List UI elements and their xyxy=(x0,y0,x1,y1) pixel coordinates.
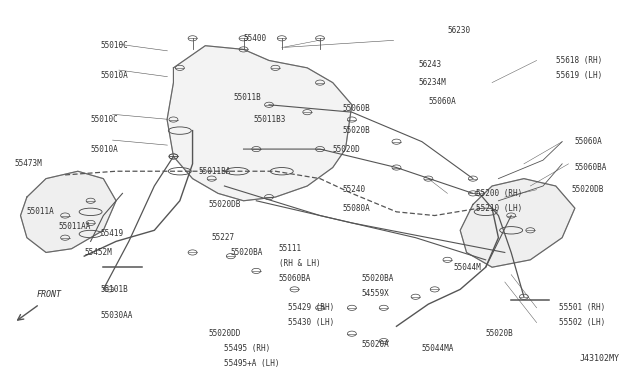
Text: 55429 (RH): 55429 (RH) xyxy=(288,303,334,312)
Text: 55227: 55227 xyxy=(212,233,235,242)
Text: 55011B3: 55011B3 xyxy=(253,115,285,124)
Text: 55020B: 55020B xyxy=(486,329,513,338)
Text: 55495+A (LH): 55495+A (LH) xyxy=(225,359,280,368)
Text: 55030AA: 55030AA xyxy=(100,311,132,320)
Text: 56234M: 56234M xyxy=(419,78,447,87)
Text: 55020BA: 55020BA xyxy=(231,248,263,257)
Text: 55020BA: 55020BA xyxy=(362,274,394,283)
Text: 55020B: 55020B xyxy=(342,126,370,135)
Text: 55619 (LH): 55619 (LH) xyxy=(556,71,602,80)
Text: 55010C: 55010C xyxy=(91,115,118,124)
Polygon shape xyxy=(167,46,352,201)
Text: 55419: 55419 xyxy=(100,230,124,238)
Text: 54559X: 54559X xyxy=(362,289,389,298)
Text: 55473M: 55473M xyxy=(14,159,42,169)
Text: 55210 (LH): 55210 (LH) xyxy=(476,203,522,213)
Text: 55020DD: 55020DD xyxy=(209,329,241,338)
Text: 55240: 55240 xyxy=(342,185,365,194)
Text: 55080A: 55080A xyxy=(342,203,370,213)
Text: 55495 (RH): 55495 (RH) xyxy=(225,344,271,353)
Text: 55044M: 55044M xyxy=(454,263,481,272)
Text: 56230: 56230 xyxy=(447,26,470,35)
Polygon shape xyxy=(20,171,116,253)
Text: 56243: 56243 xyxy=(419,60,442,69)
Text: 55452M: 55452M xyxy=(84,248,112,257)
Text: 55400: 55400 xyxy=(244,34,267,43)
Text: 55020A: 55020A xyxy=(362,340,389,349)
Text: 55101B: 55101B xyxy=(100,285,128,294)
Text: 55430 (LH): 55430 (LH) xyxy=(288,318,334,327)
Text: 55111: 55111 xyxy=(278,244,301,253)
Text: 55011B: 55011B xyxy=(234,93,262,102)
Text: 55020DB: 55020DB xyxy=(572,185,604,194)
Text: 55200 (RH): 55200 (RH) xyxy=(476,189,522,198)
Text: 55011BA: 55011BA xyxy=(199,167,231,176)
Text: 55020D: 55020D xyxy=(333,145,360,154)
Text: 55060A: 55060A xyxy=(428,97,456,106)
Text: 55502 (LH): 55502 (LH) xyxy=(559,318,605,327)
Text: 55010A: 55010A xyxy=(100,71,128,80)
Text: 55010C: 55010C xyxy=(100,41,128,50)
Polygon shape xyxy=(460,179,575,267)
Text: 55618 (RH): 55618 (RH) xyxy=(556,56,602,65)
Text: 55060A: 55060A xyxy=(575,137,603,146)
Text: J43102MY: J43102MY xyxy=(579,354,620,363)
Text: 55011AA: 55011AA xyxy=(59,222,91,231)
Text: 55060BA: 55060BA xyxy=(575,163,607,172)
Text: 55060B: 55060B xyxy=(342,104,370,113)
Text: 55011A: 55011A xyxy=(27,207,54,217)
Text: 55010A: 55010A xyxy=(91,145,118,154)
Text: 55060BA: 55060BA xyxy=(278,274,311,283)
Text: 55044MA: 55044MA xyxy=(422,344,454,353)
Text: FRONT: FRONT xyxy=(36,290,61,299)
Text: (RH & LH): (RH & LH) xyxy=(278,259,320,268)
Text: 55501 (RH): 55501 (RH) xyxy=(559,303,605,312)
Text: 55020DB: 55020DB xyxy=(209,200,241,209)
